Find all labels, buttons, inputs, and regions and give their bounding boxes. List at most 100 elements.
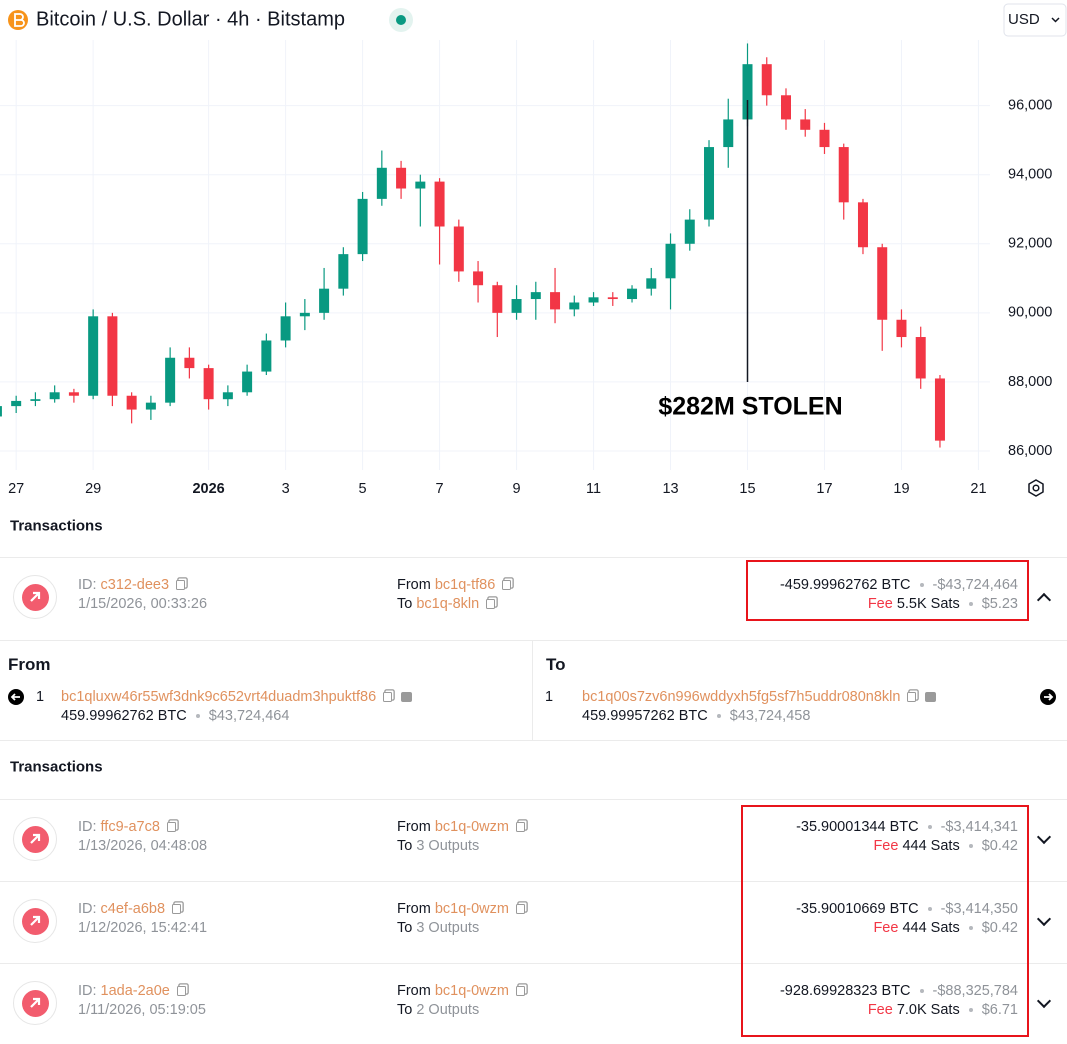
expand-chevron[interactable] bbox=[1036, 829, 1052, 845]
tx-amount: -459.99962762 BTC -$43,724,464 bbox=[780, 577, 1018, 593]
copy-icon[interactable] bbox=[176, 580, 186, 590]
settings-icon[interactable] bbox=[1028, 479, 1044, 497]
candle-body bbox=[607, 297, 618, 300]
copy-icon[interactable] bbox=[907, 692, 917, 702]
candle-body bbox=[0, 406, 2, 417]
io-index: 1 bbox=[545, 689, 553, 705]
candle-body bbox=[915, 337, 926, 379]
index: 1 bbox=[36, 689, 45, 705]
copy-icon[interactable] bbox=[172, 904, 182, 914]
io-address: bc1qluxw46r55wf3dnk9c652vrt4duadm3hpuktf… bbox=[61, 689, 413, 705]
from-label: From bbox=[397, 577, 431, 593]
candle-body bbox=[242, 371, 253, 393]
candle-body bbox=[857, 202, 868, 248]
copy-icon[interactable] bbox=[515, 986, 525, 996]
copy-icon[interactable] bbox=[515, 822, 525, 832]
section-title: Transactions bbox=[10, 758, 103, 776]
amount: -35.90010669 BTC bbox=[796, 901, 919, 917]
candle-body bbox=[723, 119, 734, 148]
tx-datetime: 1/13/2026, 04:48:08 bbox=[78, 838, 207, 854]
copy-icon[interactable] bbox=[383, 692, 393, 702]
from-address[interactable]: bc1q-0wzm bbox=[434, 819, 509, 835]
divider bbox=[0, 799, 1067, 800]
x-tick-label: 15 bbox=[739, 481, 755, 497]
candle-body bbox=[511, 299, 522, 313]
prev-arrow[interactable] bbox=[8, 689, 24, 705]
candle-body bbox=[434, 181, 445, 227]
amount-usd: $43,724,464 bbox=[208, 708, 290, 724]
io-address: bc1q00s7zv6n996wddyxh5fg5sf7h5uddr080n8k… bbox=[582, 689, 937, 705]
status-dot bbox=[396, 15, 406, 25]
copy-icon[interactable] bbox=[486, 599, 496, 609]
copy-icon[interactable] bbox=[502, 580, 512, 590]
next-arrow[interactable] bbox=[1040, 689, 1056, 705]
copy-icon[interactable] bbox=[176, 986, 186, 996]
candle-body bbox=[261, 340, 272, 372]
column-divider bbox=[532, 641, 533, 740]
from-address[interactable]: bc1q-0wzm bbox=[434, 901, 509, 917]
copy-icon[interactable] bbox=[166, 822, 176, 832]
to-value: 2 Outputs bbox=[416, 1002, 480, 1018]
detail-heading: From bbox=[8, 655, 51, 674]
divider bbox=[0, 881, 1067, 882]
to-value: 3 Outputs bbox=[416, 838, 480, 854]
tx-to: To 2 Outputs bbox=[397, 1002, 479, 1018]
candle-body bbox=[877, 247, 888, 320]
x-tick-label: 17 bbox=[816, 481, 832, 497]
candle-body bbox=[530, 292, 541, 300]
fee-usd: $5.23 bbox=[981, 596, 1018, 612]
io-amount: 459.99962762 BTC $43,724,464 bbox=[61, 708, 289, 724]
candle-body bbox=[145, 402, 156, 410]
x-tick-label: 21 bbox=[970, 481, 986, 497]
candle-body bbox=[30, 399, 41, 401]
candle-body bbox=[800, 119, 811, 130]
candle-body bbox=[49, 392, 60, 400]
fee: 5.5K Sats bbox=[896, 596, 960, 612]
id-value[interactable]: c312-dee3 bbox=[100, 577, 170, 593]
collapse-chevron[interactable] bbox=[1036, 592, 1052, 608]
index: 1 bbox=[545, 689, 554, 705]
expand-chevron[interactable] bbox=[1036, 993, 1052, 1009]
id-value[interactable]: 1ada-2a0e bbox=[100, 983, 170, 999]
id-value[interactable]: ffc9-a7c8 bbox=[100, 819, 160, 835]
arrow-icon bbox=[8, 689, 24, 705]
tx-to: To 3 Outputs bbox=[397, 838, 479, 854]
expand-chevron[interactable] bbox=[1036, 911, 1052, 927]
y-tick-label: 94,000 bbox=[1008, 167, 1052, 183]
amount: 459.99962762 BTC bbox=[61, 708, 187, 724]
tx-fee: Fee 444 Sats $0.42 bbox=[873, 838, 1018, 854]
to-value[interactable]: bc1q-8kln bbox=[416, 596, 480, 612]
x-tick-label: 29 bbox=[85, 481, 101, 497]
from-address[interactable]: bc1q-tf86 bbox=[434, 577, 496, 593]
copy-icon[interactable] bbox=[515, 904, 525, 914]
fee-label: Fee bbox=[873, 838, 899, 854]
candle-body bbox=[896, 319, 907, 338]
divider bbox=[0, 740, 1067, 741]
tx-id: ID: ffc9-a7c8 bbox=[78, 819, 176, 835]
candle-body bbox=[299, 312, 310, 317]
code-icon[interactable] bbox=[401, 692, 413, 702]
address[interactable]: bc1qluxw46r55wf3dnk9c652vrt4duadm3hpuktf… bbox=[61, 689, 377, 705]
candle-body bbox=[68, 392, 79, 396]
amount-usd: $43,724,458 bbox=[729, 708, 811, 724]
tx-datetime: 1/12/2026, 15:42:41 bbox=[78, 920, 207, 936]
from-address[interactable]: bc1q-0wzm bbox=[434, 983, 509, 999]
detail-heading: To bbox=[546, 655, 566, 674]
x-tick-label: 27 bbox=[8, 481, 24, 497]
highlight-box bbox=[746, 560, 1029, 621]
address[interactable]: bc1q00s7zv6n996wddyxh5fg5sf7h5uddr080n8k… bbox=[582, 689, 901, 705]
candle-body bbox=[280, 316, 291, 341]
tx-from: From bc1q-0wzm bbox=[397, 901, 525, 917]
y-tick-label: 96,000 bbox=[1008, 97, 1052, 113]
id-value[interactable]: c4ef-a6b8 bbox=[100, 901, 166, 917]
fee: 444 Sats bbox=[902, 920, 960, 936]
x-tick-label: 5 bbox=[359, 481, 367, 497]
code-icon[interactable] bbox=[925, 692, 937, 702]
currency-select[interactable] bbox=[1003, 3, 1067, 37]
candle-body bbox=[453, 226, 464, 272]
candle-body bbox=[838, 147, 849, 203]
candle-body bbox=[203, 368, 214, 400]
candle-body bbox=[376, 167, 387, 199]
separator bbox=[968, 602, 973, 606]
x-tick-label: 13 bbox=[662, 481, 678, 497]
